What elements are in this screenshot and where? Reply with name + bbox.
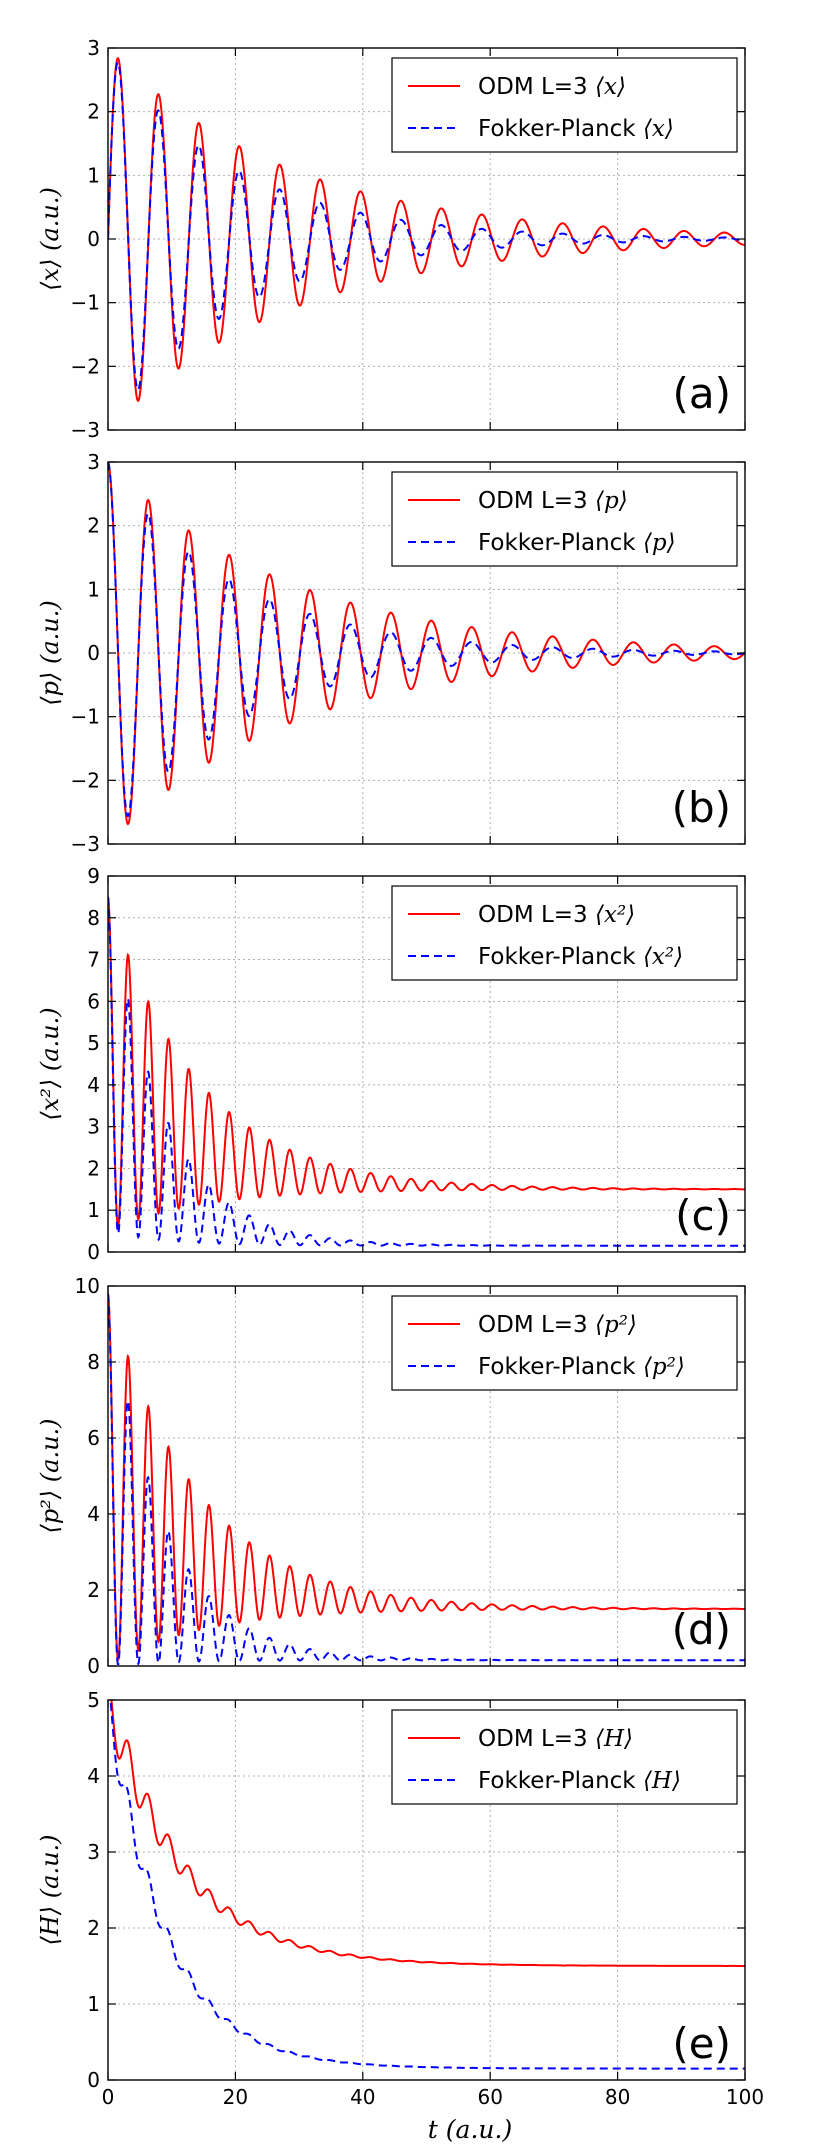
panel-label: (a): [672, 369, 731, 418]
legend-label: Fokker-Planck ⟨p⟩: [478, 530, 676, 556]
legend-label: ODM L=3 ⟨p⟩: [478, 488, 628, 514]
y-tick-label: 4: [87, 1502, 100, 1526]
panel-label: (d): [672, 1605, 731, 1654]
legend-math: ⟨p⟩: [643, 530, 676, 556]
legend-math: ⟨H⟩: [643, 1768, 681, 1794]
series-line-fokker-planck: [108, 896, 745, 1247]
legend-box: [391, 57, 738, 153]
y-tick-label: 8: [87, 906, 100, 930]
legend-label: Fokker-Planck ⟨p²⟩: [478, 1354, 685, 1380]
x-tick-label: 60: [477, 2085, 502, 2109]
legend-label: ODM L=3 ⟨x²⟩: [478, 902, 635, 928]
x-tick-label: 40: [350, 2085, 375, 2109]
y-axis-label: ⟨H⟩ (a.u.): [36, 1834, 64, 1945]
y-axis-label: ⟨p⟩ (a.u.): [36, 600, 64, 705]
y-tick-label: 1: [87, 1992, 100, 2016]
y-tick-label: −2: [71, 768, 100, 792]
y-tick-label: −1: [71, 705, 100, 729]
legend-math: ⟨H⟩: [595, 1726, 633, 1752]
legend-label: Fokker-Planck ⟨x⟩: [478, 116, 674, 142]
y-tick-label: −3: [71, 418, 100, 442]
chart-panel-e: 0 1 2 3 4 5 0 20 40 60 80 100 ⟨H⟩ (a.u.) (e) ODM L=3 ⟨…: [36, 1688, 764, 2109]
plot-frame: [107, 1285, 746, 1667]
legend-label: ODM L=3 ⟨p²⟩: [478, 1312, 637, 1338]
x-axis-label: t (a.u.): [428, 2115, 512, 2144]
legend-label: Fokker-Planck ⟨H⟩: [478, 1768, 681, 1794]
panel-label: (b): [672, 783, 731, 832]
y-tick-label: −2: [71, 354, 100, 378]
y-tick-label: 4: [87, 1073, 100, 1097]
panel-label: (e): [672, 2019, 731, 2068]
y-tick-label: 5: [87, 1688, 100, 1712]
chart-panel-a: −3 −2 −1 0 1 2 3 ⟨x⟩ (a.u.) (a) ODM L=3 ⟨x⟩ Fokker…: [36, 36, 746, 442]
y-tick-label: 1: [87, 163, 100, 187]
y-tick-label: 6: [87, 989, 100, 1013]
chart-panel-c: 0 1 2 3 4 5 6 7 8 9 ⟨x²⟩ (a.u.) (c) ODM L=3 ⟨x²⟩ Fokk…: [36, 864, 746, 1264]
y-tick-label: 9: [87, 864, 100, 888]
y-tick-label: 2: [87, 1916, 100, 1940]
series-line-fokker-planck: [108, 1293, 745, 1666]
y-tick-label: −3: [71, 832, 100, 856]
y-tick-label: 6: [87, 1426, 100, 1450]
plot-frame: [107, 875, 746, 1253]
y-tick-label: 0: [87, 641, 100, 665]
legend-math: ⟨x²⟩: [643, 944, 683, 970]
panel-label: (c): [675, 1191, 731, 1240]
legend-math: ⟨p²⟩: [643, 1354, 685, 1380]
legend-math: ⟨x⟩: [643, 116, 674, 142]
legend-box: [391, 471, 738, 567]
series-line-odm: [108, 462, 745, 826]
y-tick-label: 2: [87, 100, 100, 124]
y-axis-label: ⟨x⟩ (a.u.): [36, 187, 64, 291]
series-line-odm: [110, 1700, 745, 1967]
y-tick-label: 1: [87, 1198, 100, 1222]
legend-math: ⟨p⟩: [595, 488, 628, 514]
legend-label: ODM L=3 ⟨H⟩: [478, 1726, 633, 1752]
y-tick-label: 0: [87, 1654, 100, 1678]
legend-label: ODM L=3 ⟨x⟩: [478, 74, 626, 100]
y-tick-label: 7: [87, 948, 100, 972]
series-line-odm: [108, 896, 745, 1229]
y-axis-label: ⟨x²⟩ (a.u.): [36, 1007, 64, 1120]
y-tick-label: 3: [87, 1840, 100, 1864]
legend-label: Fokker-Planck ⟨x²⟩: [478, 944, 683, 970]
series-line-fokker-planck: [108, 61, 745, 391]
y-tick-label: 8: [87, 1350, 100, 1374]
y-tick-label: −1: [71, 291, 100, 315]
series-line-odm: [108, 1293, 745, 1663]
y-tick-label: 2: [87, 1578, 100, 1602]
plot-frame: [107, 1699, 746, 2081]
legend-box: [391, 885, 738, 981]
y-tick-label: 4: [87, 1764, 100, 1788]
x-tick-label: 20: [223, 2085, 248, 2109]
y-tick-label: 0: [87, 227, 100, 251]
series-line-fokker-planck: [109, 1700, 745, 2070]
y-tick-label: 0: [87, 2068, 100, 2092]
y-tick-label: 5: [87, 1031, 100, 1055]
legend-box: [391, 1295, 738, 1391]
y-tick-label: 2: [87, 514, 100, 538]
chart-panel-d: 0 2 4 6 8 10 ⟨p²⟩ (a.u.) (d) ODM L=3 ⟨p²⟩ Fokker-…: [36, 1274, 746, 1678]
x-tick-label: 80: [605, 2085, 630, 2109]
series-line-odm: [108, 56, 745, 402]
y-tick-label: 3: [87, 36, 100, 60]
y-tick-label: 1: [87, 577, 100, 601]
legend-math: ⟨x⟩: [595, 74, 626, 100]
y-tick-label: 3: [87, 450, 100, 474]
x-tick-label: 0: [102, 2085, 115, 2109]
chart-panel-b: −3 −2 −1 0 1 2 3 ⟨p⟩ (a.u.) (b) ODM L=3 ⟨p⟩ Fokker…: [36, 450, 746, 856]
legend-math: ⟨p²⟩: [595, 1312, 637, 1338]
y-tick-label: 0: [87, 1240, 100, 1264]
legend-box: [391, 1709, 738, 1805]
series-line-fokker-planck: [108, 462, 745, 818]
y-tick-label: 10: [75, 1274, 100, 1298]
legend-math: ⟨x²⟩: [595, 902, 635, 928]
y-tick-label: 2: [87, 1156, 100, 1180]
y-axis-label: ⟨p²⟩ (a.u.): [36, 1418, 64, 1533]
x-tick-label: 100: [726, 2085, 764, 2109]
y-tick-label: 3: [87, 1115, 100, 1139]
